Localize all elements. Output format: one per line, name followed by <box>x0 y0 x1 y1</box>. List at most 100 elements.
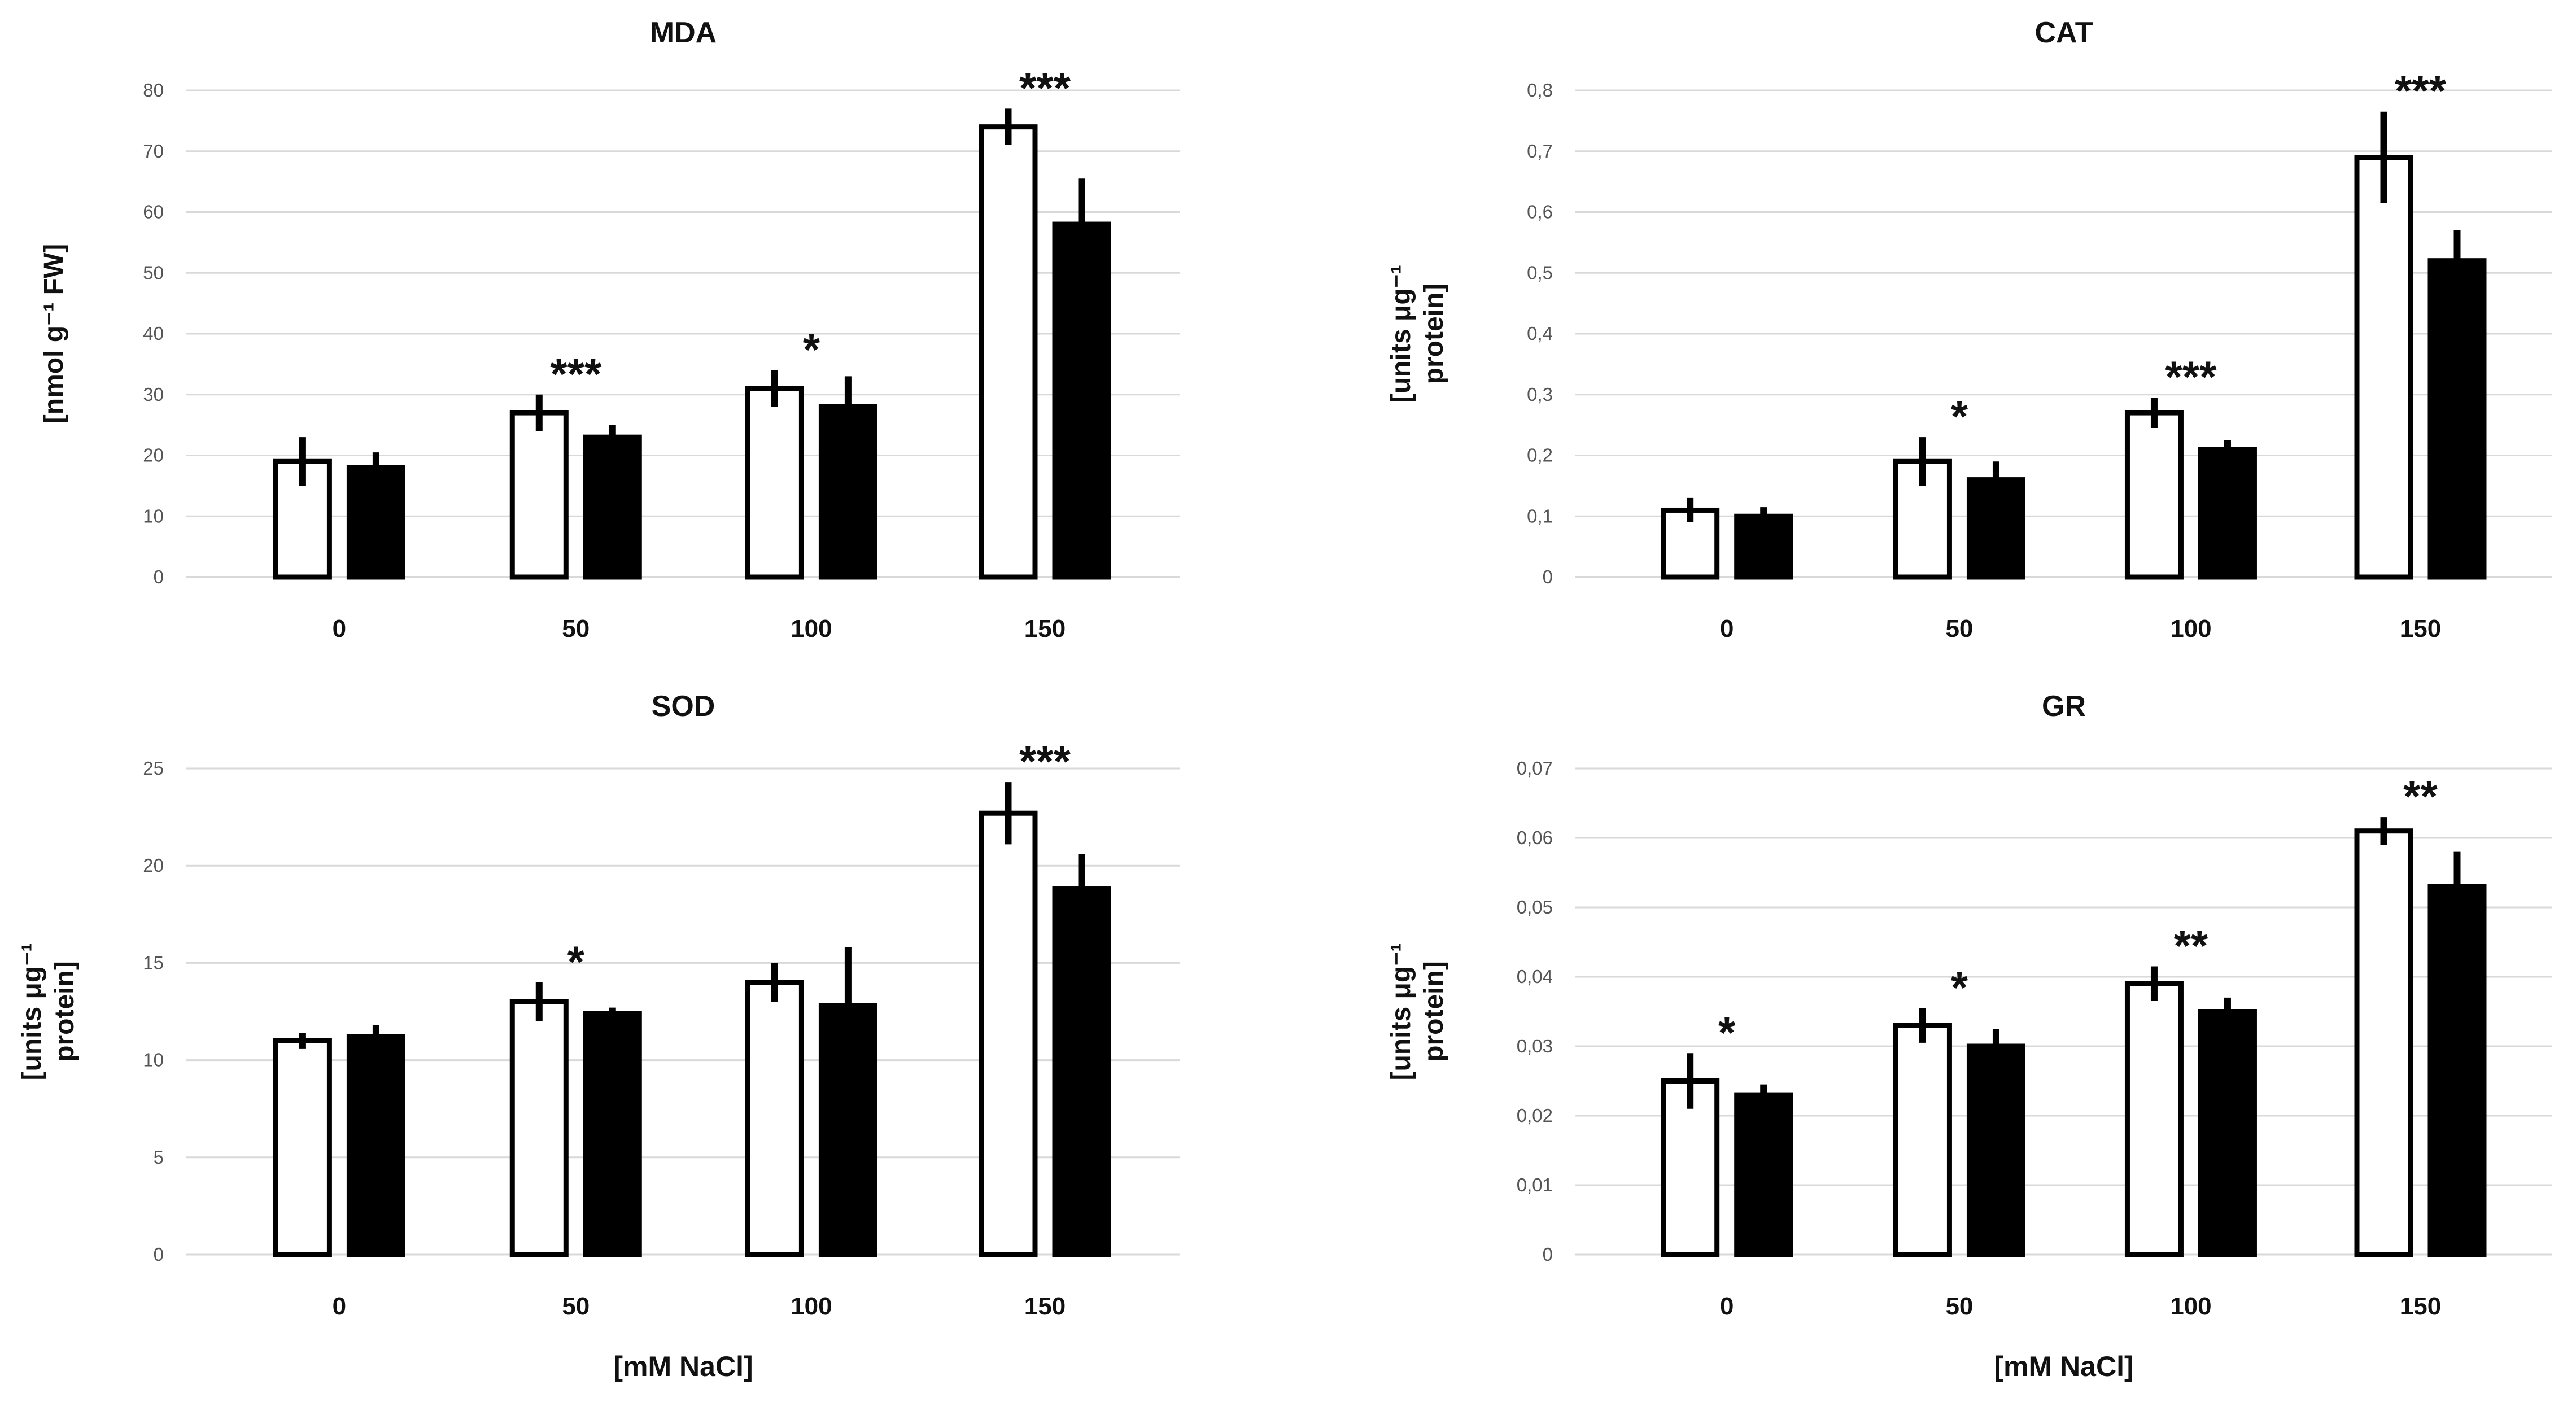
y-tick-label: 0,07 <box>1517 758 1553 779</box>
bar-black <box>583 1011 642 1257</box>
y-tick-label: 10 <box>143 505 164 526</box>
significance-mark: *** <box>2165 352 2217 401</box>
significance-mark: *** <box>1019 736 1071 786</box>
bar-white <box>2124 410 2184 580</box>
bar-black <box>1734 1092 1793 1257</box>
y-axis-label: [nmol g⁻¹ FW] <box>39 244 69 424</box>
x-tick-label: 50 <box>562 615 590 643</box>
y-tick-label: 70 <box>143 141 164 161</box>
chart-panel-sod: SOD 0 5 10 15 20 25 [units μg⁻¹ protein] 0 * 50 100 *… <box>17 690 1180 1382</box>
y-tick-label: 0 <box>154 1244 164 1265</box>
significance-mark: *** <box>1019 63 1071 112</box>
y-tick-label: 30 <box>143 384 164 405</box>
chart-title: SOD <box>652 690 715 723</box>
y-tick-label: 0 <box>1543 1244 1553 1265</box>
bar-white <box>1893 1023 1952 1257</box>
x-tick-label: 50 <box>1945 1292 1973 1320</box>
significance-mark: *** <box>550 349 602 399</box>
y-tick-label: 20 <box>143 445 164 466</box>
y-tick-label: 0,5 <box>1527 262 1553 283</box>
y-axis-label: [units μg⁻¹ <box>17 943 47 1081</box>
y-tick-label: 0,7 <box>1527 141 1553 161</box>
y-tick-label: 0 <box>154 566 164 587</box>
y-axis-label: protein] <box>1419 961 1449 1062</box>
y-axis-label: protein] <box>1419 283 1449 385</box>
x-tick-label: 100 <box>2170 1292 2211 1320</box>
y-tick-label: 0,01 <box>1517 1174 1553 1195</box>
y-tick-label: 5 <box>154 1147 164 1168</box>
y-tick-label: 20 <box>143 855 164 876</box>
x-tick-label: 50 <box>562 1292 590 1320</box>
bar-white <box>273 1038 332 1257</box>
bar-white <box>979 124 1038 580</box>
bar-black <box>2198 447 2257 580</box>
x-tick-label: 50 <box>1945 615 1973 643</box>
significance-mark: * <box>567 937 585 986</box>
bar-white <box>1661 1078 1720 1257</box>
chart-title: GR <box>2042 690 2086 723</box>
y-tick-label: 0,6 <box>1527 202 1553 222</box>
x-axis-label: [mM NaCl] <box>613 1351 753 1382</box>
y-tick-label: 0,8 <box>1527 80 1553 101</box>
x-tick-label: 100 <box>2170 615 2211 643</box>
bar-white <box>509 999 569 1257</box>
y-tick-label: 0 <box>1543 566 1553 587</box>
x-tick-label: 0 <box>333 615 346 643</box>
bar-black <box>2198 1009 2257 1257</box>
y-tick-label: 0,05 <box>1517 897 1553 918</box>
bar-black <box>346 1034 405 1257</box>
significance-mark: ** <box>2174 921 2208 971</box>
bar-black <box>1966 1043 2025 1257</box>
bar-black <box>583 434 642 580</box>
bar-white <box>979 810 1038 1257</box>
bar-white <box>509 410 569 580</box>
y-tick-label: 25 <box>143 758 164 779</box>
y-tick-label: 0,02 <box>1517 1105 1553 1126</box>
chart-panel-gr: GR 0 0,01 0,02 0,03 0,04 0,05 0,06 0,07 [units μg… <box>1386 690 2552 1382</box>
bar-black <box>1052 886 1111 1257</box>
bar-black <box>346 465 405 580</box>
bar-white <box>745 386 804 580</box>
y-axis-label: [units μg⁻¹ <box>1386 265 1416 403</box>
y-tick-label: 50 <box>143 262 164 283</box>
y-axis-label: protein] <box>50 961 80 1062</box>
significance-mark: * <box>1951 962 1968 1012</box>
bar-black <box>1052 221 1111 580</box>
chart-title: MDA <box>650 16 717 49</box>
significance-mark: * <box>1951 391 1968 441</box>
y-axis-label: [units μg⁻¹ <box>1386 943 1416 1081</box>
x-tick-label: 0 <box>333 1292 346 1320</box>
significance-mark: *** <box>2395 66 2447 116</box>
bar-white <box>745 980 804 1257</box>
significance-mark: * <box>803 325 820 374</box>
y-tick-label: 0,4 <box>1527 323 1553 344</box>
x-tick-label: 150 <box>2400 615 2441 643</box>
chart-title: CAT <box>2034 16 2093 49</box>
x-tick-label: 100 <box>791 1292 832 1320</box>
y-tick-label: 0,3 <box>1527 384 1553 405</box>
y-tick-label: 60 <box>143 202 164 222</box>
bar-white <box>2354 155 2413 580</box>
x-tick-label: 150 <box>1024 615 1066 643</box>
y-tick-label: 15 <box>143 952 164 973</box>
bar-white <box>2354 828 2413 1257</box>
y-tick-label: 40 <box>143 323 164 344</box>
y-tick-label: 0,04 <box>1517 966 1553 987</box>
chart-panel-cat: CAT 0 0,1 0,2 0,3 0,4 0,5 0,6 0,7 0,8 [units μg⁻¹ p… <box>1386 16 2552 643</box>
bar-black <box>2427 884 2487 1257</box>
x-tick-label: 150 <box>2400 1292 2441 1320</box>
x-tick-label: 150 <box>1024 1292 1066 1320</box>
x-tick-label: 0 <box>1720 615 1734 643</box>
y-tick-label: 0,2 <box>1527 445 1553 466</box>
x-tick-label: 100 <box>791 615 832 643</box>
bar-black <box>2427 258 2487 580</box>
y-tick-label: 0,06 <box>1517 827 1553 848</box>
y-tick-label: 80 <box>143 80 164 101</box>
bar-white <box>2124 981 2184 1257</box>
significance-mark: ** <box>2403 771 2438 821</box>
y-tick-label: 0,03 <box>1517 1036 1553 1056</box>
chart-panel-mda: MDA 0 10 20 30 40 50 60 70 80 [nmol g⁻¹ FW] 0 *** 50 *… <box>39 16 1180 643</box>
significance-mark: * <box>1718 1007 1736 1057</box>
y-tick-label: 0,1 <box>1527 505 1553 526</box>
